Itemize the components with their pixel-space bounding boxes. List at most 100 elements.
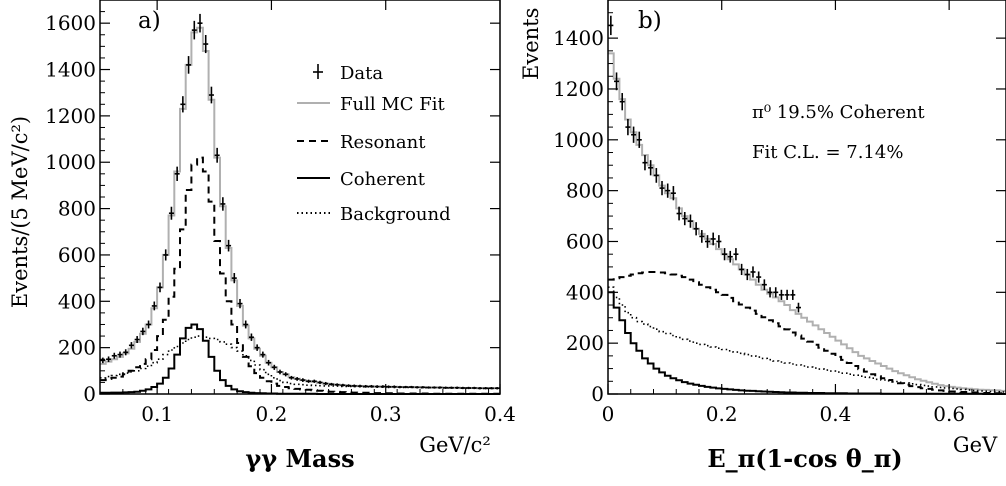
panel-a-data-point — [197, 13, 203, 33]
panel-b-data-point — [614, 72, 620, 91]
panel-a-plot-area — [100, 13, 500, 395]
panel-a-xtick-label: 0.4 — [484, 402, 516, 426]
panel-b-data-point — [784, 289, 790, 300]
panel-b-ytick-label: 600 — [566, 229, 604, 253]
panel-a-data-point — [323, 381, 329, 386]
panel-a-data-point — [488, 387, 494, 390]
panel-a-data-point — [380, 385, 386, 388]
panel-a: 0 200 400 600 800 1000 1200 1400 1600 0.1 0.2 0.3 0.… — [8, 0, 516, 473]
panel-a-data-point — [163, 249, 169, 261]
panel-a-data-point — [306, 379, 312, 383]
panel-b-data-point — [761, 279, 767, 291]
panel-b-data-point — [670, 186, 676, 201]
panel-b-data-point — [722, 248, 728, 261]
panel-b-ytick-label: 200 — [566, 331, 604, 355]
panel-a-data-point — [117, 351, 123, 358]
panel-b-data-point — [744, 268, 750, 281]
panel-a-data-point — [174, 166, 180, 182]
panel-b-data-point — [659, 180, 665, 196]
panel-b-series-full-mc-fit — [608, 52, 1006, 392]
panel-a-frame — [99, 0, 501, 395]
panel-b-data-point — [750, 266, 756, 278]
panel-b-frame — [607, 0, 1006, 395]
panel-a-data-point — [351, 384, 357, 388]
panel-a-data-point — [328, 382, 334, 386]
panel-a-ylabel: Events/(5 MeV/c²) — [8, 116, 32, 308]
panel-a-data-point — [443, 386, 449, 389]
panel-a-data-point — [426, 386, 432, 389]
panel-a-data-point — [134, 336, 140, 344]
panel-b-xtick-label: 0.2 — [706, 402, 738, 426]
panel-a-data-point — [386, 385, 392, 389]
panel-b-data-point — [619, 93, 625, 111]
panel-a-data-point — [243, 320, 249, 329]
legend-label: Full MC Fit — [340, 94, 445, 115]
panel-b-data-point — [733, 248, 739, 261]
panel-a-ytick-label: 1400 — [45, 58, 96, 82]
panel-a-data-point — [466, 386, 472, 390]
panel-b-ylabel: Events — [519, 8, 543, 80]
panel-a-data-point — [437, 386, 443, 389]
panel-a-data-point — [340, 383, 346, 387]
panel-b-data-point — [773, 287, 779, 298]
legend-label: Coherent — [340, 169, 426, 190]
panel-a-series-resonant — [100, 156, 500, 395]
panel-a-data-point — [477, 387, 483, 390]
panel-b-xtick-label: 0 — [602, 402, 615, 426]
panel-a-xtick-label: 0.1 — [141, 402, 173, 426]
panel-a-ytick-label: 800 — [58, 197, 96, 221]
panel-b-data-point — [642, 155, 648, 171]
panel-a-series-background — [100, 335, 500, 390]
panel-a-data-point — [374, 385, 380, 388]
panel-a-ytick-label: 200 — [58, 336, 96, 360]
panel-b-ytick-label: 1200 — [553, 77, 604, 101]
panel-b-data-point — [653, 168, 659, 183]
panel-a-data-point — [203, 34, 209, 54]
panel-a-data-point — [220, 197, 226, 211]
panel-a-data-point — [214, 147, 220, 163]
panel-b-data-point — [716, 235, 722, 248]
panel-b-ytick-label: 0 — [591, 382, 604, 406]
panel-b-data-point — [699, 230, 705, 243]
panel-a-data-point — [454, 386, 460, 389]
panel-a-data-point — [494, 387, 500, 390]
panel-b-annotation-cl: Fit C.L. = 7.14% — [752, 142, 903, 163]
panel-a-data-point — [226, 239, 232, 252]
panel-a-ytick-label: 1000 — [45, 150, 96, 174]
panel-a-data-point — [111, 352, 117, 359]
panel-b-ticks: 0 200 400 600 800 1000 1200 1400 0 0.2 0.4 0.6 — [553, 0, 1006, 426]
panel-a-data-point — [100, 357, 106, 364]
panel-b-xlabel: E_π(1-cos θ_π) — [707, 444, 902, 473]
panel-b-data-point — [665, 183, 671, 198]
panel-a-data-point — [208, 86, 214, 104]
legend-entry-coherent: Coherent — [297, 169, 426, 190]
panel-b-xtick-label: 0.4 — [820, 402, 852, 426]
panel-a-data-point — [271, 364, 277, 370]
legend-entry-fit: Full MC Fit — [297, 94, 445, 115]
panel-a-data-point — [334, 383, 340, 387]
panel-b-data-point — [727, 250, 733, 263]
panel-a-data-point — [397, 385, 403, 389]
panel-b-data-point — [693, 222, 699, 236]
panel-b-ytick-label: 800 — [566, 179, 604, 203]
panel-a-ytick-label: 600 — [58, 243, 96, 267]
panel-a-data-point — [294, 377, 300, 381]
panel-a-legend: Data Full MC Fit Resonant Coherent Backg… — [297, 63, 451, 225]
panel-b-xunit: GeV — [953, 433, 998, 457]
panel-b-data-point — [795, 302, 801, 313]
panel-b-data-point — [676, 206, 682, 221]
panel-a-ytick-label: 0 — [83, 382, 96, 406]
panel-b-annotation-coherent: π⁰ 19.5% Coherent — [752, 102, 925, 123]
panel-b-plot-area — [608, 15, 1006, 395]
panel-b-ytick-label: 1400 — [553, 26, 604, 50]
panel-a-xtick-label: 0.2 — [256, 402, 288, 426]
panel-a-ytick-label: 400 — [58, 289, 96, 313]
panel-a-data-point — [283, 372, 289, 377]
panel-a-data-point — [277, 369, 283, 375]
panel-a-data-point — [300, 378, 306, 382]
panel-a-label: a) — [138, 8, 161, 34]
panel-a-data-point — [368, 384, 374, 388]
panel-a-data-point — [157, 282, 163, 293]
